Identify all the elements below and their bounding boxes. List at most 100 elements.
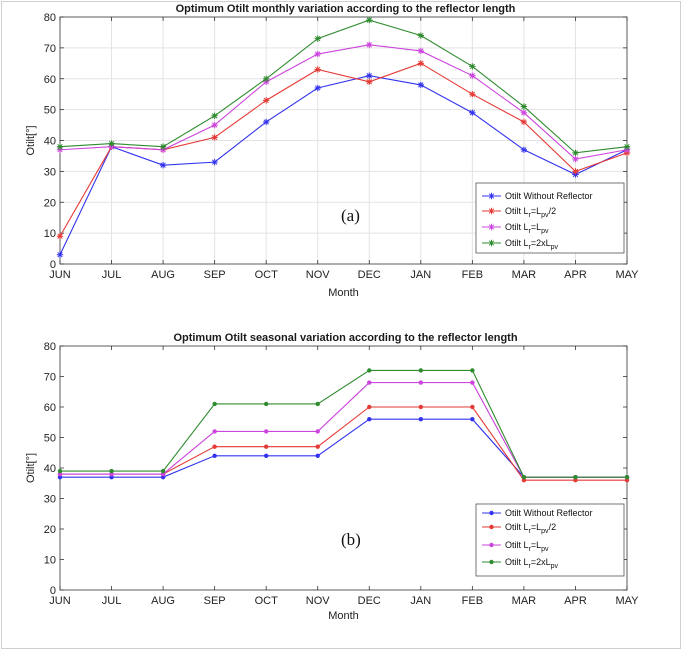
legend-label: Otilt Without Reflector bbox=[505, 191, 593, 201]
legend-marker bbox=[489, 559, 494, 565]
y-axis: 0 10 20 30 40 50 60 70 80 bbox=[44, 12, 627, 271]
x-tick-label: APR bbox=[564, 269, 587, 281]
y-tick-label: 0 bbox=[50, 585, 56, 597]
data-point bbox=[108, 140, 115, 147]
chart-title: Optimum Otilt monthly variation accordin… bbox=[176, 3, 516, 15]
x-tick-label: APR bbox=[564, 595, 587, 607]
legend-label: Otilt Without Reflector bbox=[505, 508, 593, 518]
legend-item: Otilt Without Reflector bbox=[482, 508, 593, 518]
data-point bbox=[212, 453, 217, 458]
data-point bbox=[366, 16, 373, 24]
data-point bbox=[314, 84, 321, 92]
y-tick-label: 0 bbox=[50, 259, 56, 271]
y-tick-label: 30 bbox=[44, 166, 56, 178]
x-tick-label: SEP bbox=[204, 269, 226, 281]
legend-item: Otilt Lr=Lpv/2 bbox=[482, 522, 556, 535]
y-tick-label: 80 bbox=[44, 12, 56, 24]
legend-marker bbox=[489, 524, 494, 530]
x-tick-label: OCT bbox=[255, 269, 279, 281]
data-point bbox=[211, 158, 218, 166]
y-tick-label: 60 bbox=[44, 74, 56, 86]
data-point bbox=[418, 417, 424, 422]
gridlines bbox=[60, 17, 627, 264]
data-point bbox=[417, 60, 425, 67]
data-point bbox=[56, 251, 64, 258]
legend: Otilt Without Reflector Otilt Lr=Lpv/2 Oti… bbox=[475, 503, 625, 577]
data-point bbox=[367, 368, 372, 373]
data-point bbox=[263, 401, 269, 407]
data-point bbox=[470, 380, 475, 385]
x-axis-label: Month bbox=[328, 610, 359, 622]
data-point bbox=[520, 109, 528, 116]
y-tick-label: 10 bbox=[44, 555, 56, 567]
data-point bbox=[418, 368, 424, 373]
data-point bbox=[469, 72, 476, 79]
legend-marker bbox=[488, 192, 495, 200]
data-point bbox=[418, 404, 424, 410]
data-point bbox=[573, 478, 578, 483]
data-point bbox=[520, 118, 528, 126]
legend-item: Otilt Lr=Lpv bbox=[482, 222, 549, 235]
data-point bbox=[263, 444, 269, 449]
data-point bbox=[417, 81, 425, 89]
x-tick-label: AUG bbox=[151, 269, 175, 281]
legend-marker bbox=[489, 510, 494, 516]
x-tick-label: MAY bbox=[615, 269, 639, 281]
data-point bbox=[314, 35, 321, 42]
series-line bbox=[59, 19, 628, 154]
x-tick-label: MAR bbox=[512, 269, 537, 281]
x-tick-label: NOV bbox=[306, 595, 331, 607]
x-tick-label: SEP bbox=[204, 595, 226, 607]
x-tick-label: DEC bbox=[358, 595, 381, 607]
legend: Otilt Without Reflector Otilt Lr=Lpv/2 Oti… bbox=[475, 182, 625, 254]
data-point bbox=[160, 471, 166, 477]
x-tick-label: JUL bbox=[102, 269, 122, 281]
data-point bbox=[367, 417, 372, 422]
y-tick-label: 20 bbox=[44, 197, 56, 209]
data-point bbox=[262, 118, 270, 126]
x-tick-label: MAY bbox=[615, 595, 639, 607]
legend-marker bbox=[488, 239, 495, 247]
data-point bbox=[314, 66, 321, 73]
data-point bbox=[57, 471, 63, 477]
series-line bbox=[59, 75, 628, 255]
data-point bbox=[56, 233, 64, 240]
y-tick-label: 70 bbox=[44, 372, 56, 384]
data-point bbox=[520, 146, 528, 153]
y-tick-label: 80 bbox=[44, 341, 56, 353]
y-tick-label: 20 bbox=[44, 524, 56, 536]
data-point bbox=[366, 78, 373, 86]
data-point bbox=[262, 97, 270, 104]
data-point bbox=[211, 121, 218, 129]
data-point bbox=[109, 471, 114, 477]
x-tick-label: FEB bbox=[462, 595, 483, 607]
legend-item: Otilt Lr=Lpv bbox=[482, 540, 549, 553]
legend-marker bbox=[488, 207, 495, 215]
series-line bbox=[60, 369, 627, 478]
legend-label: Otilt Lr=Lpv/2 bbox=[505, 206, 556, 219]
data-point bbox=[624, 474, 630, 480]
legend-marker bbox=[488, 223, 495, 231]
data-point bbox=[212, 401, 217, 407]
data-point bbox=[211, 134, 218, 141]
panel-annotation: (b) bbox=[341, 530, 361, 549]
data-point bbox=[263, 429, 269, 434]
x-axis: JUN JUL AUG SEP OCT NOV DEC JAN FEB MAR APR MAY bbox=[49, 17, 639, 281]
y-axis-label: Otilt[°] bbox=[25, 125, 37, 155]
y-tick-label: 50 bbox=[44, 433, 56, 445]
data-point bbox=[57, 468, 63, 474]
data-point bbox=[572, 168, 579, 175]
data-point bbox=[367, 404, 372, 410]
data-point bbox=[56, 143, 64, 150]
x-tick-label: DEC bbox=[358, 269, 381, 281]
chart-title: Optimum Otilt seasonal variation accordi… bbox=[173, 332, 517, 344]
data-point bbox=[469, 90, 476, 98]
series-4 bbox=[56, 16, 631, 157]
legend-label: Otilt Lr=2xLpv bbox=[505, 557, 559, 570]
chart-panel-a: 0 10 20 30 40 50 60 70 80 JUN JUL AUG SEP OCT NOV DEC JA… bbox=[25, 3, 639, 299]
x-axis: JUN JUL AUG SEP OCT NOV DEC JAN FEB MAR APR MAY bbox=[49, 346, 639, 607]
legend-item: Otilt Lr=2xLpv bbox=[482, 238, 559, 251]
data-point bbox=[212, 429, 217, 434]
series-line bbox=[59, 44, 628, 160]
